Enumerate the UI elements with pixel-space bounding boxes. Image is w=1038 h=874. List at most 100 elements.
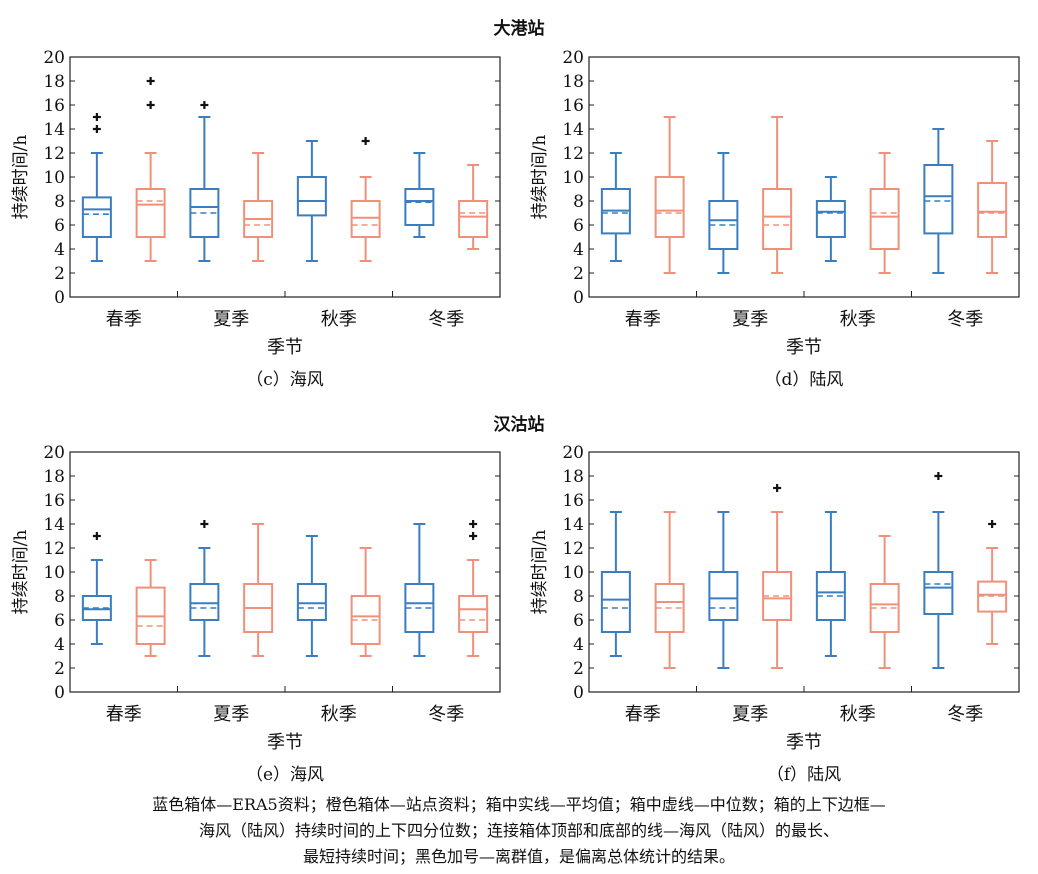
y-tick-label: 14: [562, 120, 584, 140]
box-station: [977, 547, 1008, 645]
y-tick-label: 0: [573, 288, 584, 308]
y-tick-label: 18: [562, 467, 584, 487]
box-iqr: [654, 176, 685, 238]
box-station: [869, 535, 900, 669]
x-axis-label: 季节: [786, 337, 822, 358]
chart-panel-e: 0 2 4 6 8 10 12 14 16 18 20 春季 夏季 秋季 冬季 持续时间/h 季节 （e）海风: [0, 395, 519, 787]
box-era5: [815, 511, 846, 657]
box-iqr: [350, 200, 381, 238]
y-tick-label: 8: [573, 587, 584, 607]
outlier-marker: [469, 520, 478, 528]
y-tick-label: 14: [43, 515, 65, 535]
box-iqr: [977, 182, 1008, 238]
box-station: [350, 547, 381, 657]
panel-title: （f）陆风: [767, 765, 841, 785]
outlier-marker: [200, 101, 209, 109]
outlier-marker: [92, 125, 101, 133]
y-tick-label: 10: [562, 563, 584, 583]
outlier-marker: [773, 484, 782, 492]
box-era5: [189, 116, 220, 262]
box-era5: [708, 152, 739, 274]
y-tick-label: 12: [562, 144, 584, 164]
y-tick-label: 20: [43, 48, 65, 68]
y-axis-label: 持续时间/h: [11, 530, 31, 615]
x-axis-label: 季节: [267, 337, 303, 358]
y-tick-label: 0: [573, 683, 584, 703]
x-tick-label: 春季: [625, 704, 661, 725]
plot-frame: [588, 56, 1020, 298]
x-axis-label: 季节: [786, 732, 822, 753]
caption-line-3: 最短持续时间；黑色加号—离群值，是偏离总体统计的结果。: [302, 847, 735, 866]
box-station: [458, 164, 489, 250]
box-iqr: [923, 571, 954, 615]
box-era5: [708, 511, 739, 669]
chart-panel-f: 0 2 4 6 8 10 12 14 16 18 20 春季 夏季 秋季 冬季 持续时间/h 季节 （f）陆风: [519, 395, 1038, 787]
outlier-marker: [988, 520, 997, 528]
caption-line-2: 海风（陆风）持续时间的上下四分位数；连接箱体顶部和底部的线—海风（陆风）的最长、: [198, 821, 839, 840]
panel-title: （d）陆风: [765, 370, 844, 390]
box-iqr: [600, 571, 631, 633]
x-axis-label: 季节: [267, 732, 303, 753]
box-station: [762, 116, 793, 274]
box-era5: [189, 547, 220, 657]
y-tick-label: 10: [562, 168, 584, 188]
x-tick-label: 春季: [106, 309, 142, 330]
box-station: [350, 176, 381, 262]
outlier-marker: [92, 113, 101, 121]
chart-panel-d: 0 2 4 6 8 10 12 14 16 18 20 春季 夏季 秋季 冬季 持续时间/h 季节 （d）陆风: [519, 0, 1038, 392]
y-tick-label: 14: [562, 515, 584, 535]
y-tick-label: 10: [43, 168, 65, 188]
box-station: [243, 523, 274, 657]
y-tick-label: 0: [54, 288, 65, 308]
y-tick-label: 12: [562, 539, 584, 559]
x-tick-label: 冬季: [428, 309, 464, 330]
box-iqr: [458, 200, 489, 238]
caption-line-1: 蓝色箱体—ERA5资料；橙色箱体—站点资料；箱中实线—平均值；箱中虚线—中位数；…: [152, 795, 886, 814]
x-tick-label: 夏季: [732, 704, 768, 725]
y-axis-label: 持续时间/h: [11, 135, 31, 220]
boxplot-hangu-sea-breeze: 0 2 4 6 8 10 12 14 16 18 20 春季 夏季 秋季 冬季 持续时间/h 季节 （e）海风: [11, 443, 501, 785]
boxplot-hangu-land-breeze: 0 2 4 6 8 10 12 14 16 18 20 春季 夏季 秋季 冬季 持续时间/h 季节 （f）陆风: [530, 443, 1020, 785]
box-iqr: [923, 164, 954, 235]
outlier-marker: [92, 532, 101, 540]
y-tick-label: 4: [573, 240, 584, 260]
y-tick-label: 10: [43, 563, 65, 583]
y-tick-label: 16: [562, 491, 584, 511]
outlier-marker: [469, 532, 478, 540]
box-era5: [81, 559, 112, 645]
box-station: [762, 511, 793, 669]
y-tick-label: 18: [562, 72, 584, 92]
y-tick-label: 14: [43, 120, 65, 140]
box-station: [135, 559, 166, 657]
outlier-marker: [146, 101, 155, 109]
box-era5: [923, 128, 954, 274]
y-tick-label: 12: [43, 539, 65, 559]
panel-title: （e）海风: [246, 765, 324, 785]
y-tick-label: 20: [562, 48, 584, 68]
station-title-hangu: 汉沽站: [493, 415, 545, 435]
outlier-marker: [934, 472, 943, 480]
y-tick-label: 4: [573, 635, 584, 655]
panel-title: （c）海风: [246, 370, 324, 390]
x-tick-label: 秋季: [840, 309, 876, 330]
y-tick-label: 20: [43, 443, 65, 463]
box-iqr: [296, 583, 327, 621]
chart-panel-c: 0 2 4 6 8 10 12 14 16 18 20 春季 夏季 秋季 冬季 持续时间/h 季节 （c）海风: [0, 0, 519, 392]
outlier-marker: [200, 520, 209, 528]
box-iqr: [296, 176, 327, 217]
plot-frame: [69, 451, 501, 693]
box-station: [458, 559, 489, 657]
box-iqr: [708, 571, 739, 621]
box-era5: [81, 152, 112, 262]
x-tick-label: 冬季: [947, 309, 983, 330]
y-tick-label: 8: [54, 587, 65, 607]
box-station: [977, 140, 1008, 274]
y-tick-label: 20: [562, 443, 584, 463]
y-tick-label: 6: [54, 216, 65, 236]
x-tick-label: 夏季: [732, 309, 768, 330]
box-era5: [815, 176, 846, 262]
y-tick-label: 8: [573, 192, 584, 212]
y-tick-label: 12: [43, 144, 65, 164]
box-era5: [600, 152, 631, 262]
y-tick-label: 18: [43, 72, 65, 92]
